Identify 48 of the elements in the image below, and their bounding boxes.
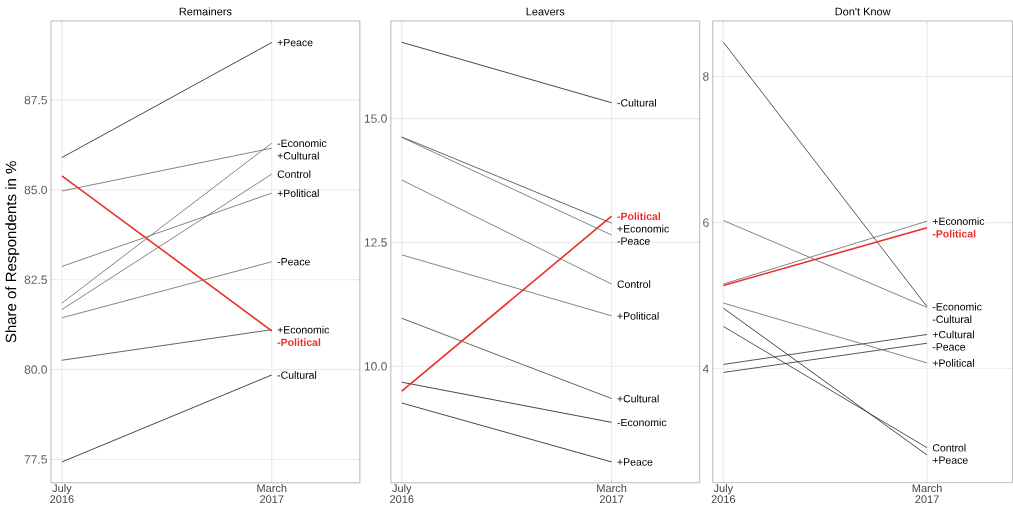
series-label: +Cultural	[932, 330, 974, 339]
y-tick-label: 12.5	[364, 238, 387, 247]
x-tick-label: July 2016	[390, 484, 414, 504]
x-tick-label: March 2017	[912, 484, 942, 504]
y-tick-label: 87.5	[24, 95, 47, 105]
series-label: -Peace	[932, 343, 966, 351]
chart-title: Leavers	[526, 7, 565, 16]
x-tick-label: March 2017	[257, 484, 287, 504]
y-tick-label: 10.0	[364, 362, 387, 371]
series-label: -Cultural	[932, 315, 972, 324]
series-label: +Political	[617, 312, 659, 320]
y-tick-label: 4	[702, 364, 709, 374]
x-tick-label: July 2016	[711, 484, 736, 504]
series-label: +Economic	[617, 224, 669, 233]
y-axis-title: Share of Respondents in %	[5, 161, 20, 343]
series-label: Control	[277, 170, 311, 179]
chart-title: Remainers	[179, 7, 232, 16]
series-label: -Political	[932, 229, 976, 238]
series-label: +Cultural	[277, 151, 319, 160]
series-label: -Cultural	[277, 371, 317, 379]
y-tick-label: 85.0	[24, 185, 47, 195]
series-label: -Peace	[277, 258, 310, 266]
series-label: -Political	[277, 338, 321, 347]
y-tick-label: 15.0	[364, 114, 387, 123]
series-label: +Political	[277, 189, 319, 198]
series-label: +Peace	[617, 458, 653, 466]
series-label: -Peace	[617, 237, 650, 245]
series-label: +Economic	[932, 217, 985, 226]
series-label: +Peace	[277, 39, 313, 47]
series-label: Control	[932, 443, 966, 452]
series-label: -Political	[617, 212, 660, 221]
y-tick-label: 80.0	[24, 365, 47, 374]
y-tick-label: 6	[703, 218, 709, 227]
series-label: +Cultural	[617, 394, 659, 403]
chart-title: Don't Know	[835, 7, 891, 16]
y-tick-label: 82.5	[24, 275, 47, 285]
series-label: -Economic	[932, 302, 982, 311]
y-tick-label: 77.5	[24, 455, 47, 464]
series-label: -Economic	[277, 139, 327, 148]
series-label: +Peace	[932, 456, 968, 464]
x-tick-label: March 2017	[597, 484, 627, 504]
series-label: -Cultural	[617, 98, 656, 107]
y-tick-label: 8	[703, 72, 709, 81]
series-label: +Political	[932, 359, 974, 367]
series-label: +Economic	[277, 325, 330, 334]
series-label: -Economic	[617, 418, 667, 427]
x-tick-label: July 2016	[50, 484, 74, 504]
series-label: Control	[617, 280, 651, 289]
